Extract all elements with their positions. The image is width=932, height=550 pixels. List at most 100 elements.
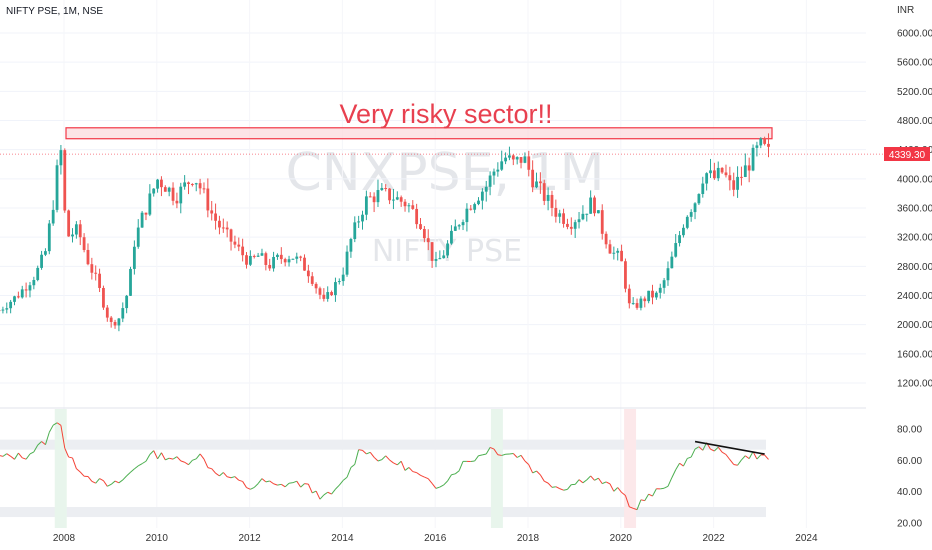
rsi-segment (729, 459, 735, 465)
candle (465, 203, 469, 232)
rsi-segment (416, 472, 421, 476)
rsi-segment (99, 478, 104, 482)
candle (446, 240, 449, 259)
candle (291, 258, 295, 260)
rsi-segment (532, 470, 537, 474)
candle (32, 276, 36, 290)
rsi-segment (22, 457, 27, 460)
candle (268, 258, 272, 271)
candle (225, 221, 229, 238)
candle (430, 242, 434, 268)
rsi-segment (165, 457, 170, 461)
rsi-segment (489, 446, 495, 450)
rsi-segment (327, 491, 332, 495)
candle (163, 185, 167, 192)
price-tick-label: 2000.00 (897, 320, 932, 331)
candle (326, 286, 330, 302)
rsi-segment (114, 480, 120, 484)
candle (78, 219, 82, 246)
candle (179, 182, 183, 214)
rsi-segment (110, 480, 116, 485)
rsi-segment (358, 449, 363, 451)
rsi-segment (10, 455, 15, 460)
candle (310, 272, 314, 286)
rsi-segment (87, 476, 93, 482)
candle (190, 183, 194, 187)
price-tick-label: 3600.00 (897, 204, 932, 215)
candle (453, 219, 457, 232)
candle (523, 152, 527, 164)
rsi-segment (629, 506, 634, 509)
rsi-segment (331, 488, 336, 495)
candle (415, 203, 419, 229)
candle (36, 265, 40, 282)
rsi-series (0, 422, 769, 511)
candle (55, 159, 59, 213)
rsi-segment (485, 447, 491, 455)
candle (194, 182, 198, 192)
candle (682, 224, 685, 238)
candle (63, 148, 67, 213)
rsi-segment (640, 499, 645, 502)
candle (732, 172, 736, 197)
rsi-segment (72, 457, 77, 469)
candle (90, 257, 94, 280)
candle (9, 299, 13, 314)
candle (728, 166, 732, 191)
candle (593, 195, 596, 217)
price-tick-label: 1200.00 (897, 379, 932, 390)
candle (82, 233, 86, 253)
rsi-segment (215, 472, 220, 477)
rsi-segment (230, 476, 236, 479)
rsi-segment (292, 480, 297, 484)
rsi-segment (509, 452, 514, 455)
rsi-segment (257, 478, 263, 484)
time-tick-label: 2016 (424, 533, 447, 544)
rsi-band (0, 439, 766, 450)
candle (620, 244, 623, 262)
rsi-segment (497, 454, 502, 456)
candle (678, 231, 681, 247)
candle (573, 219, 577, 238)
time-tick-label: 2024 (795, 533, 818, 544)
rsi-segment (737, 459, 742, 466)
candle (604, 231, 608, 249)
candle (747, 157, 751, 183)
candle (736, 166, 739, 198)
time-tick-label: 2020 (610, 533, 633, 544)
rsi-segment (756, 454, 762, 460)
rsi-segment (555, 486, 560, 490)
candle (577, 212, 581, 229)
rsi-segment (366, 451, 371, 455)
rsi-segment (354, 449, 360, 465)
rsi-segment (698, 446, 704, 451)
candle (488, 171, 492, 196)
rsi-segment (219, 472, 224, 477)
rsi-segment (284, 482, 290, 488)
candle (596, 210, 600, 214)
candle (198, 178, 202, 195)
rsi-segment (56, 422, 62, 426)
rsi-segment (679, 462, 684, 467)
price-tick-label: 1600.00 (897, 349, 932, 360)
rsi-segment (687, 456, 692, 459)
rsi-segment (242, 481, 247, 488)
candle (538, 172, 542, 194)
rsi-segment (25, 453, 31, 460)
watermark-symbol: CNXPSE, 1M (285, 143, 604, 203)
rsi-segment (443, 480, 448, 486)
candle (233, 235, 237, 249)
rsi-segment (362, 449, 367, 455)
rsi-segment (660, 487, 665, 490)
time-tick-label: 2008 (53, 533, 76, 544)
candle (469, 205, 473, 211)
rsi-segment (118, 479, 124, 484)
rsi-segment (64, 447, 70, 458)
price-tick-label: 2800.00 (897, 262, 932, 273)
rsi-segment (52, 422, 58, 426)
rsi-segment (474, 455, 479, 462)
candle (627, 284, 631, 309)
candle (98, 268, 101, 293)
rsi-segment (246, 487, 251, 490)
rsi-segment (296, 480, 302, 488)
